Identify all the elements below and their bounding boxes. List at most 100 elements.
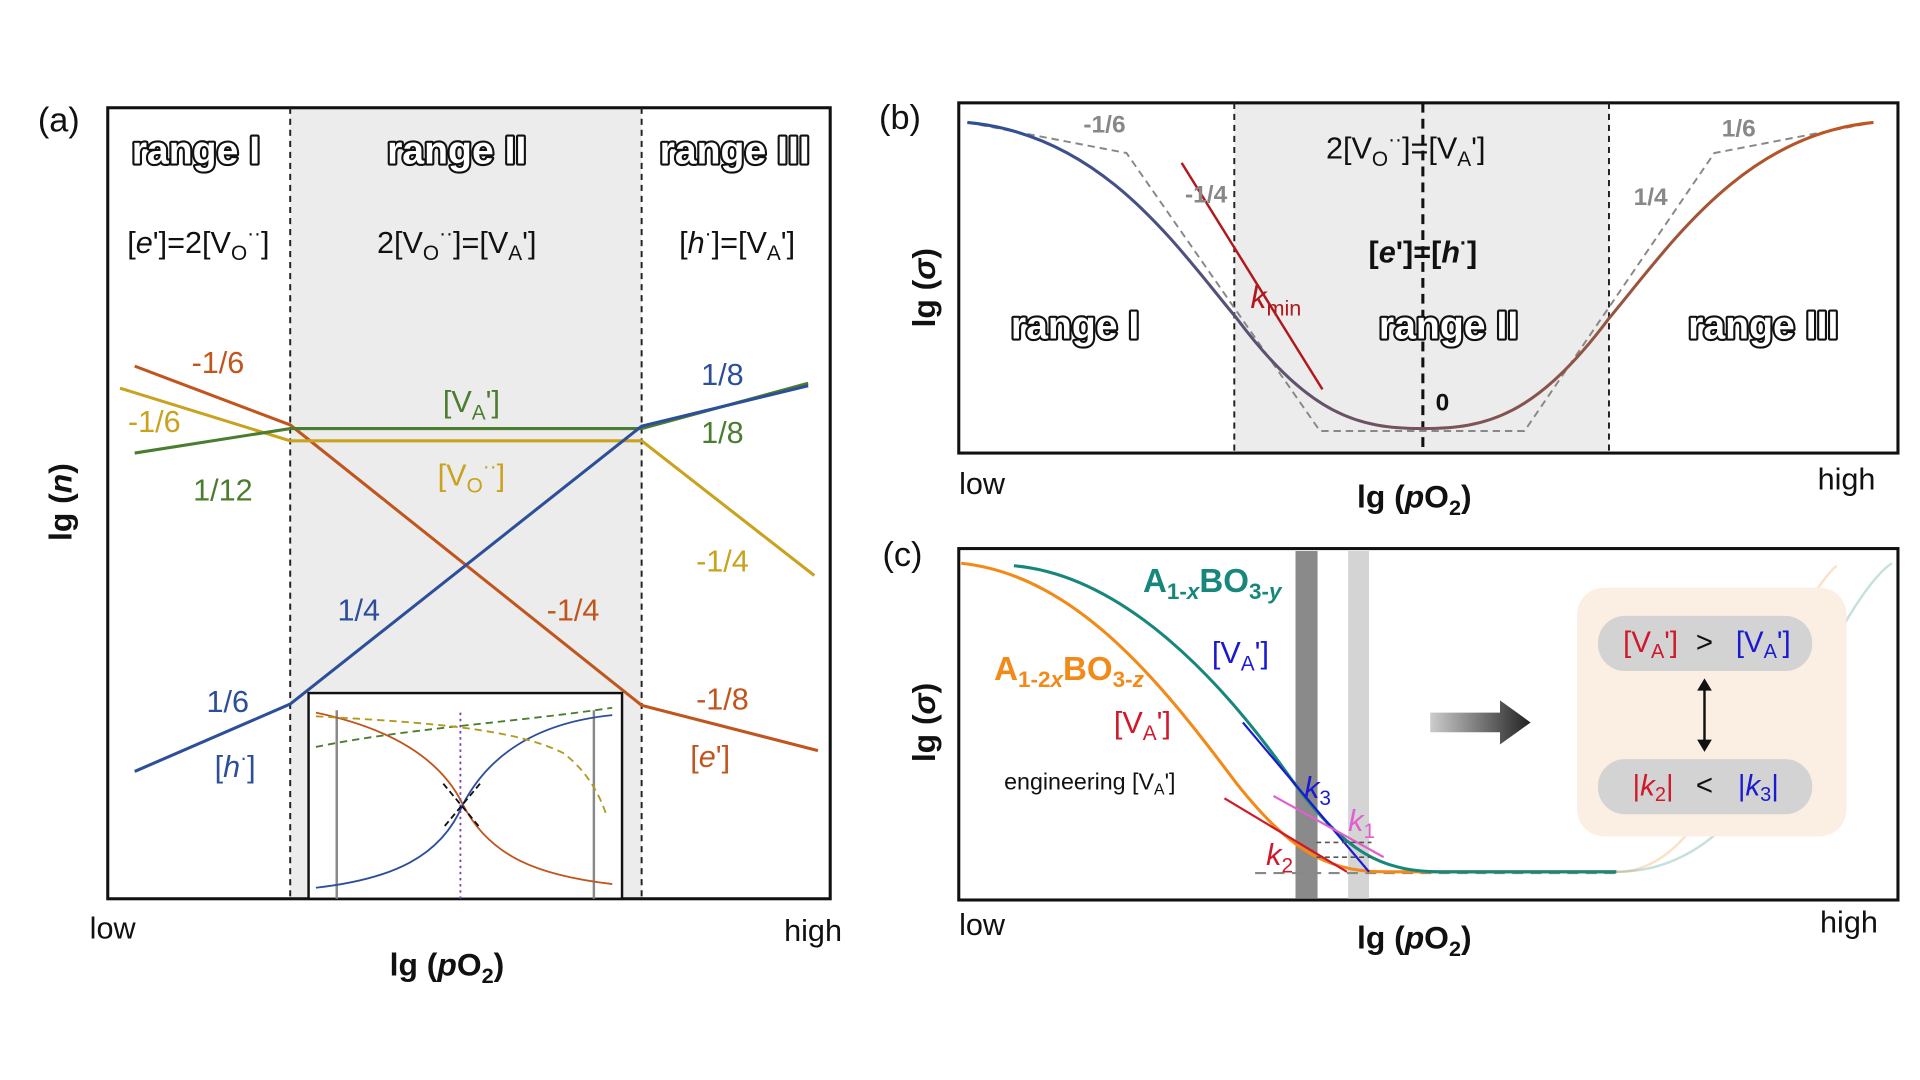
- line-label: -1/8: [696, 683, 749, 717]
- text-part: ): [1461, 920, 1472, 956]
- condition: [e']=2[VO··]: [127, 222, 269, 265]
- text-part: h: [223, 750, 240, 784]
- text-part: lg (: [390, 947, 438, 983]
- text-part: k: [1251, 279, 1269, 315]
- line-label: 1/8: [701, 358, 744, 392]
- x-label: lg (pO2): [390, 947, 505, 988]
- text-part: x: [1186, 579, 1201, 604]
- hole-line: [134, 384, 809, 773]
- line-label: -1/4: [696, 544, 749, 578]
- text-part: ']: [486, 385, 500, 419]
- slope-label: 1/4: [1634, 184, 1668, 211]
- curve-teal: [1013, 564, 1617, 874]
- k-label: k1: [1348, 804, 1375, 843]
- text-part: ·: [1460, 231, 1467, 254]
- text-part: |: [1738, 769, 1746, 802]
- text-part: 1: [1363, 820, 1375, 843]
- text-part: A: [1241, 652, 1255, 675]
- text-part: ]=[V: [1402, 132, 1458, 166]
- text-part: k: [1266, 838, 1283, 872]
- text-part: 2[V: [1326, 132, 1373, 166]
- text-part: ']: [522, 226, 536, 260]
- text-part: 3: [1319, 786, 1331, 809]
- text-part: 2: [482, 963, 494, 988]
- text-part: [V: [1623, 626, 1651, 659]
- text-part: p: [1404, 479, 1424, 515]
- text-part: [V: [443, 385, 473, 419]
- text-part: ]: [497, 459, 506, 493]
- condition: [h·]=[VA']: [679, 222, 795, 265]
- text-part: 3: [1760, 784, 1771, 806]
- y-label: lg (σ): [906, 248, 942, 327]
- range-label: range I: [132, 129, 260, 172]
- tangent: [1242, 721, 1370, 873]
- text-part: min: [1266, 295, 1301, 320]
- text-part: O: [1424, 920, 1449, 956]
- text-part: O: [1424, 479, 1449, 515]
- text-part: BO: [1199, 563, 1249, 600]
- vacancy-label: [VA']: [1114, 706, 1171, 745]
- text-part: [V: [438, 459, 468, 493]
- text-part: p: [436, 947, 456, 983]
- text-part: σ: [906, 691, 942, 714]
- text-part: O: [423, 242, 439, 265]
- text-part: A: [1457, 147, 1471, 170]
- text-part: ]=[V: [712, 226, 768, 260]
- text-part: A: [472, 401, 486, 424]
- frame: [957, 101, 1900, 455]
- text-part: 2: [1281, 854, 1293, 877]
- y-label: lg (σ): [906, 683, 942, 762]
- line-label: -1/6: [192, 346, 245, 380]
- text-part: ): [43, 463, 79, 474]
- x-high: high: [1820, 906, 1878, 940]
- panel-a: [106, 106, 832, 901]
- text-part: 1-2: [1018, 667, 1050, 692]
- text-part: 2: [1449, 936, 1461, 961]
- range-label: range III: [1688, 305, 1838, 348]
- slope-label: -1/6: [1083, 112, 1125, 139]
- compare-op: >: [1696, 626, 1713, 659]
- text-part: ··: [1388, 127, 1402, 150]
- text-part: h: [1441, 236, 1460, 270]
- text-part: e: [699, 740, 716, 774]
- material: A1-xBO3-y: [1143, 563, 1283, 604]
- text-part: ']: [1471, 132, 1485, 166]
- text-part: k: [1640, 769, 1656, 802]
- text-part: y: [1268, 579, 1283, 604]
- range-label: range II: [1379, 305, 1518, 348]
- text-part: ): [494, 947, 505, 983]
- text-part: ']=[: [1396, 236, 1442, 270]
- text-part: BO: [1063, 651, 1113, 688]
- inset: [307, 691, 624, 900]
- text-part: A: [1143, 722, 1157, 745]
- line-label: [VA']: [443, 385, 500, 424]
- panel-label: (b): [879, 99, 921, 137]
- text-part: ']: [1255, 636, 1269, 670]
- text-part: ): [906, 683, 942, 694]
- conductivity-curve: [967, 120, 1874, 431]
- annotation: engineering [VA']: [1004, 769, 1175, 799]
- text-part: ']: [716, 740, 730, 774]
- text-part: ·: [705, 222, 712, 245]
- panel-label: (c): [882, 536, 922, 574]
- text-part: h: [688, 226, 705, 260]
- text-part: e: [136, 226, 153, 260]
- x-high: high: [784, 914, 842, 948]
- tangent: [1223, 797, 1348, 873]
- text-part: ··: [483, 454, 497, 477]
- x-low: low: [959, 908, 1006, 942]
- text-part: A: [994, 651, 1018, 688]
- text-part: ']=2[V: [153, 226, 232, 260]
- text-part: |: [1633, 769, 1641, 802]
- x-high: high: [1818, 462, 1876, 496]
- slope-label: 0: [1436, 390, 1450, 417]
- text-part: lg (: [1357, 479, 1405, 515]
- text-part: O: [231, 242, 247, 265]
- text-part: ): [1461, 479, 1472, 515]
- text-part: A: [508, 242, 522, 265]
- text-part: 3-: [1249, 579, 1269, 604]
- text-part: ']: [1777, 626, 1791, 659]
- condition: [e']=[h·]: [1369, 231, 1478, 269]
- text-part: 2: [1449, 495, 1461, 520]
